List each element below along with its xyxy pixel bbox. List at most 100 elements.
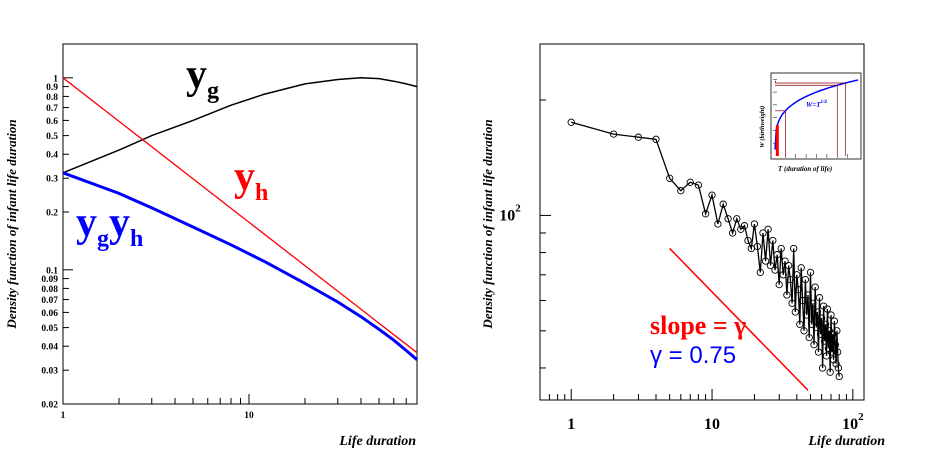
left-y-tick-label: 0.09 [41,275,58,285]
data-point [820,337,829,345]
right-x-tick-label: 1 [567,416,575,433]
data-point [567,118,575,126]
inset-frame [770,72,862,160]
data-point [777,244,785,253]
data-point [828,348,836,356]
data-point [786,275,795,284]
annotation-yg-sub: g [207,78,219,104]
data-point [744,236,752,245]
data-point [805,333,813,342]
data-point [773,251,781,259]
data-point [811,283,819,291]
left-y-tick-label: 0.2 [46,209,58,219]
data-point [740,222,749,230]
data-point [813,308,822,316]
data-point [759,229,767,237]
right-x-tick-exp: 2 [858,411,864,423]
inset-curve [774,79,859,150]
series-line-yh [62,77,418,354]
data-point [634,133,643,141]
data-point [834,348,842,356]
right-y-tick-exp: 2 [515,202,521,214]
data-point [652,135,660,143]
data-point [764,225,772,233]
data-point [814,348,823,356]
left-x-tick-label: 1 [61,411,66,421]
inset-chart: T (duration of life) W (birthweight) W=T… [759,72,862,173]
data-point [766,261,775,270]
data-point [666,174,674,182]
data-point [834,364,843,372]
left-y-tick-label: 0.02 [41,401,58,411]
annotation-ygyh-sub1: g [97,226,109,252]
data-point [832,360,840,368]
left-y-tick-label: 0.04 [41,343,58,353]
inset-curve-label-main: W=T [806,101,821,109]
data-point [779,271,787,279]
annotation-ygyh-sub2: h [130,226,143,252]
data-point [769,236,777,245]
left-y-tick-label: 0.6 [46,117,58,127]
slope-label: slope = γ [650,311,746,340]
left-y-axis-label: Density function of infant life duration [4,119,19,329]
data-point [781,257,789,265]
left-y-tick-label: 0.08 [41,285,58,295]
data-point [804,291,812,299]
right-y-tick-label: 102 [499,202,521,224]
annotation-ygyh: ygyh [76,200,143,252]
data-point [708,191,716,199]
data-point [833,327,841,335]
left-y-tick-label: 0.8 [46,93,58,103]
gamma-label: γ = 0.75 [650,342,736,369]
data-point [829,356,838,364]
data-point [790,244,798,253]
left-series [62,77,418,361]
data-point [798,296,807,305]
left-x-tick-label: 10 [244,411,254,421]
data-point [823,305,832,313]
data-point [694,181,703,189]
inset-ticks [773,79,848,158]
left-y-tick-label: 0.07 [41,296,58,306]
left-y-tick-label: 0.5 [46,132,58,142]
annotation-yh-main: y [234,154,255,200]
annotation-ygyh-main2: y [109,200,130,246]
right-x-axis-label: Life duration [807,434,885,449]
left-axis-ticks: 0.02 0.03 0.04 0.05 0.06 0.070.080.090.1 0.2 0.… [41,74,407,421]
data-point [831,341,839,349]
data-point [803,311,811,319]
data-point [750,220,759,228]
inset-curve-label-exp: 1/4 [821,100,828,105]
data-point [701,210,710,218]
data-point [812,323,820,332]
right-y-axis-label: Density function of infant life duration [480,119,495,329]
data-point [677,187,685,195]
inset-y-label: W (birthweight) [759,106,766,148]
inset-red-band [775,125,779,156]
data-point [761,257,770,265]
left-y-tick-label: 1 [53,74,58,84]
data-point [826,368,834,376]
left-y-tick-label: 0.7 [46,104,58,114]
data-point [788,299,796,307]
right-series [567,118,843,391]
data-point [806,268,815,277]
series-line-data [571,121,840,377]
left-chart: 0.02 0.03 0.04 0.05 0.06 0.070.080.090.1 0.2 0.… [4,43,418,449]
series-line-ygyh [62,171,418,361]
data-point [714,220,722,228]
annotation-yh: yh [234,154,268,206]
data-point [817,314,826,322]
left-y-tick-label: 0.4 [46,151,58,161]
left-y-tick-label: 0.3 [46,175,58,185]
annotation-yg: yg [186,52,219,104]
data-point [815,294,824,302]
left-y-tick-label: 0.9 [46,83,58,93]
data-point [733,215,741,223]
inset-curve-label: W=T1/4 [806,100,827,109]
data-point [756,268,764,277]
data-point [783,291,791,299]
left-y-tick-label: 0.1 [46,266,58,276]
data-point [821,320,830,328]
